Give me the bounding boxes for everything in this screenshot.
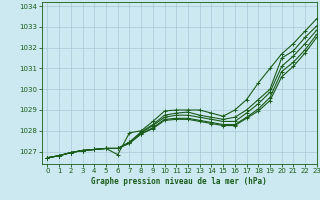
X-axis label: Graphe pression niveau de la mer (hPa): Graphe pression niveau de la mer (hPa)	[91, 177, 267, 186]
